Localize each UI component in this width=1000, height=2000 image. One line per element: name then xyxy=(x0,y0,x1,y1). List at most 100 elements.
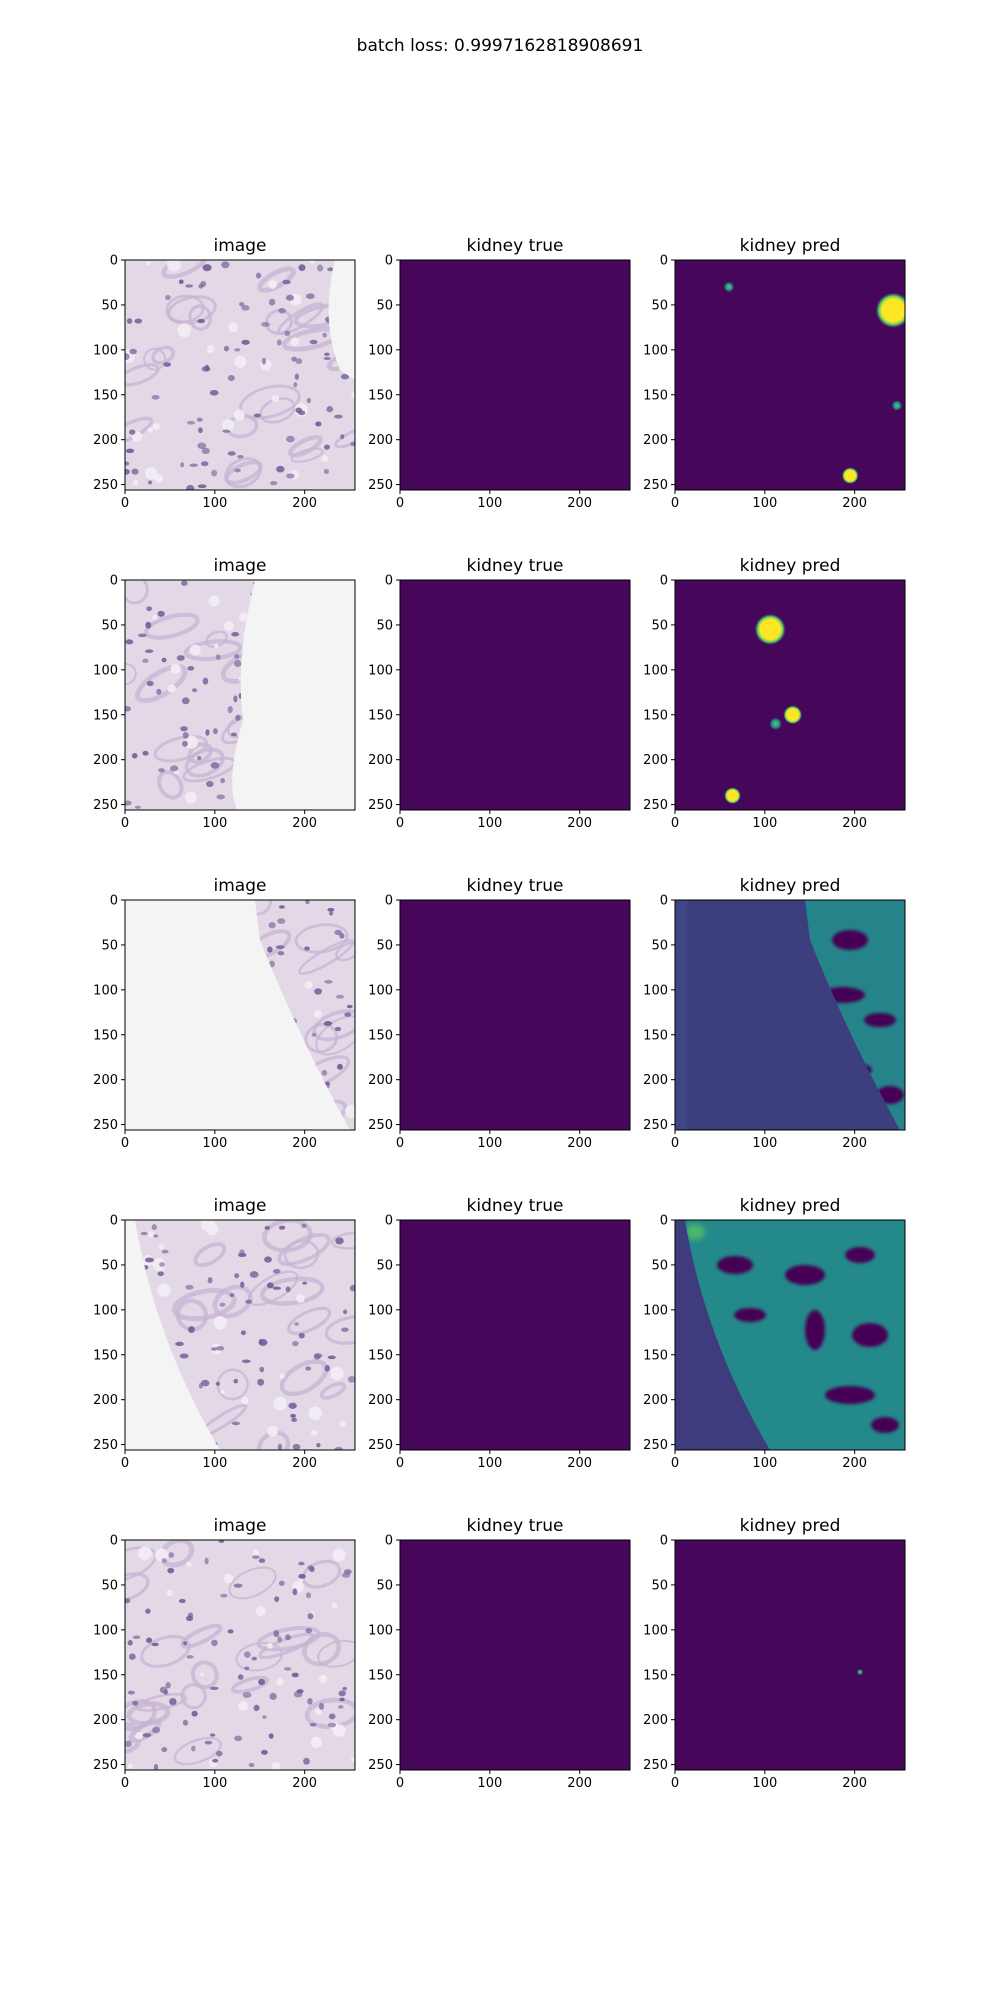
x-tick-label: 0 xyxy=(396,1136,404,1151)
axes-frame xyxy=(124,259,356,491)
y-tick-label: 100 xyxy=(643,343,668,358)
x-tick-label: 100 xyxy=(477,816,502,831)
y-tick-label: 250 xyxy=(643,478,668,493)
y-tick-label: 200 xyxy=(368,1393,393,1408)
x-tick-label: 0 xyxy=(671,1776,679,1791)
x-tick-label: 100 xyxy=(752,1136,777,1151)
y-tick-label: 100 xyxy=(93,1623,118,1638)
y-tick-label: 50 xyxy=(101,1258,118,1273)
subplot-r3-c1: image 0 100 200 0 50 100 150 200 250 xyxy=(93,876,356,1151)
subplot-title: kidney pred xyxy=(740,236,841,256)
axes-frame xyxy=(399,579,631,811)
y-tick-label: 150 xyxy=(368,708,393,723)
y-tick-label: 200 xyxy=(643,433,668,448)
figure-suptitle: batch loss: 0.9997162818908691 xyxy=(356,36,644,56)
x-tick-label: 200 xyxy=(842,1776,867,1791)
axes-frame xyxy=(399,259,631,491)
y-tick-label: 50 xyxy=(651,938,668,953)
y-tick-label: 50 xyxy=(101,298,118,313)
subplot-r4-c2: kidney true 0 100 200 0 50 100 150 200 250 xyxy=(368,1196,631,1471)
axes-frame xyxy=(124,1539,356,1771)
x-tick-label: 0 xyxy=(121,1456,129,1471)
y-tick-label: 0 xyxy=(660,254,668,269)
tissue-image xyxy=(125,580,355,810)
y-tick-label: 200 xyxy=(93,1713,118,1728)
y-tick-label: 0 xyxy=(385,1534,393,1549)
y-tick-label: 0 xyxy=(110,1534,118,1549)
x-tick-label: 100 xyxy=(477,1136,502,1151)
subplot-title: kidney true xyxy=(467,876,564,896)
x-tick-label: 0 xyxy=(671,816,679,831)
subplot-r4-c3: kidney pred 0 100 200 0 50 100 150 200 250 xyxy=(643,1196,906,1471)
y-tick-label: 50 xyxy=(101,938,118,953)
y-tick-label: 50 xyxy=(101,1578,118,1593)
y-tick-label: 150 xyxy=(93,708,118,723)
y-tick-label: 200 xyxy=(368,1073,393,1088)
y-tick-label: 50 xyxy=(376,1258,393,1273)
y-tick-label: 100 xyxy=(643,983,668,998)
y-tick-label: 100 xyxy=(93,983,118,998)
y-tick-label: 150 xyxy=(93,1028,118,1043)
y-tick-label: 50 xyxy=(651,618,668,633)
y-tick-label: 150 xyxy=(368,1028,393,1043)
axes-frame xyxy=(124,579,356,811)
pred-mask-image xyxy=(675,900,905,1130)
axes-frame xyxy=(674,259,906,491)
x-tick-label: 100 xyxy=(752,816,777,831)
prediction-blob xyxy=(875,292,905,328)
prediction-blob xyxy=(856,1668,864,1676)
subplot-title: kidney true xyxy=(467,1196,564,1216)
true-mask-image xyxy=(400,580,630,810)
subplot-title: kidney pred xyxy=(740,1516,841,1536)
y-tick-label: 250 xyxy=(368,1438,393,1453)
subplot-title: kidney pred xyxy=(740,556,841,576)
subplot-r5-c3: kidney pred 0 100 200 0 50 100 150 200 250 xyxy=(643,1516,906,1791)
x-tick-label: 200 xyxy=(567,1456,592,1471)
y-tick-label: 100 xyxy=(368,663,393,678)
y-tick-label: 250 xyxy=(93,1438,118,1453)
axes-frame xyxy=(124,899,356,1131)
x-tick-label: 200 xyxy=(292,1456,317,1471)
true-mask-image xyxy=(400,1220,630,1450)
x-tick-label: 0 xyxy=(671,496,679,511)
prediction-blob xyxy=(891,400,903,411)
pred-mask-image xyxy=(675,1540,905,1770)
x-tick-label: 100 xyxy=(477,1776,502,1791)
axes-frame xyxy=(399,1219,631,1451)
y-tick-label: 150 xyxy=(643,708,668,723)
subplot-title: image xyxy=(214,1196,267,1216)
x-tick-label: 200 xyxy=(567,496,592,511)
y-tick-label: 100 xyxy=(643,1303,668,1318)
subplot-title: image xyxy=(214,236,267,256)
subplot-title: kidney true xyxy=(467,1516,564,1536)
y-tick-label: 50 xyxy=(376,1578,393,1593)
axes-frame xyxy=(399,1539,631,1771)
subplot-r2-c2: kidney true 0 100 200 0 50 100 150 200 250 xyxy=(368,556,631,831)
subplot-r4-c1: image 0 100 200 0 50 100 150 200 250 xyxy=(93,1196,356,1471)
y-tick-label: 200 xyxy=(93,1393,118,1408)
true-mask-image xyxy=(400,1540,630,1770)
pred-mask-image xyxy=(675,1220,905,1450)
y-tick-label: 0 xyxy=(385,894,393,909)
y-tick-label: 100 xyxy=(368,343,393,358)
y-tick-label: 0 xyxy=(660,894,668,909)
tissue-image xyxy=(125,260,355,490)
y-tick-label: 0 xyxy=(110,1214,118,1229)
tissue-image xyxy=(125,1220,355,1450)
y-tick-label: 50 xyxy=(376,298,393,313)
y-tick-label: 250 xyxy=(93,1118,118,1133)
x-tick-label: 200 xyxy=(567,1776,592,1791)
y-tick-label: 250 xyxy=(368,478,393,493)
x-tick-label: 200 xyxy=(292,1776,317,1791)
tissue-image xyxy=(125,900,355,1130)
x-tick-label: 200 xyxy=(842,1136,867,1151)
y-tick-label: 100 xyxy=(93,1303,118,1318)
y-tick-label: 150 xyxy=(643,388,668,403)
pred-mask-image xyxy=(675,580,905,810)
y-tick-label: 200 xyxy=(643,753,668,768)
x-tick-label: 200 xyxy=(842,816,867,831)
y-tick-label: 250 xyxy=(643,1438,668,1453)
y-tick-label: 200 xyxy=(368,1713,393,1728)
